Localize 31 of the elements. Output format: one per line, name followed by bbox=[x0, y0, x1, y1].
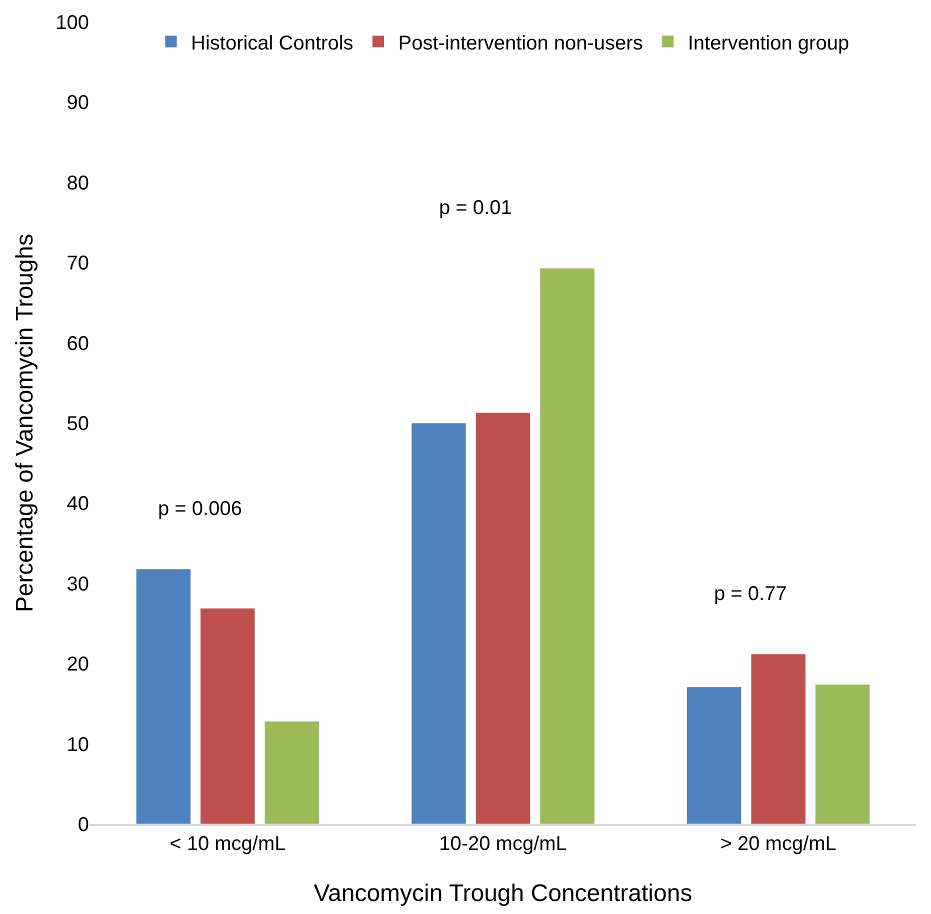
y-tick-label: 80 bbox=[66, 172, 89, 194]
legend-label: Post-intervention non-users bbox=[398, 32, 643, 54]
y-tick-label: 50 bbox=[66, 413, 89, 435]
annotation: p = 0.01 bbox=[439, 197, 512, 219]
annotation: p = 0.77 bbox=[714, 583, 787, 605]
y-tick-label: 60 bbox=[66, 332, 89, 355]
bar bbox=[264, 721, 320, 824]
legend-label: Intervention group bbox=[688, 32, 850, 54]
y-tick-label: 10 bbox=[66, 734, 89, 756]
annotation: p = 0.006 bbox=[158, 498, 242, 520]
x-tick-label: > 20 mcg/mL bbox=[720, 833, 836, 855]
y-tick-label: 70 bbox=[66, 252, 89, 275]
bar bbox=[686, 686, 742, 824]
x-axis-title: Vancomycin Trough Concentrations bbox=[314, 880, 692, 907]
y-tick-label: 90 bbox=[66, 92, 89, 114]
x-tick-label: 10-20 mcg/mL bbox=[439, 833, 567, 855]
x-tick-label: < 10 mcg/mL bbox=[170, 833, 286, 855]
bar bbox=[411, 422, 466, 824]
y-axis-title: Percentage of Vancomycin Troughs bbox=[12, 234, 39, 612]
y-tick-label: 0 bbox=[78, 814, 89, 836]
bar bbox=[815, 684, 870, 824]
bar bbox=[475, 412, 531, 824]
y-tick-label: 40 bbox=[66, 493, 89, 516]
bar bbox=[540, 268, 595, 824]
legend-label: Historical Controls bbox=[191, 32, 354, 54]
bar bbox=[200, 608, 256, 824]
y-tick-label: 30 bbox=[66, 573, 89, 596]
bar bbox=[136, 568, 191, 824]
bar bbox=[750, 654, 806, 824]
y-tick-label: 100 bbox=[56, 12, 89, 34]
y-tick-label: 20 bbox=[66, 654, 89, 676]
